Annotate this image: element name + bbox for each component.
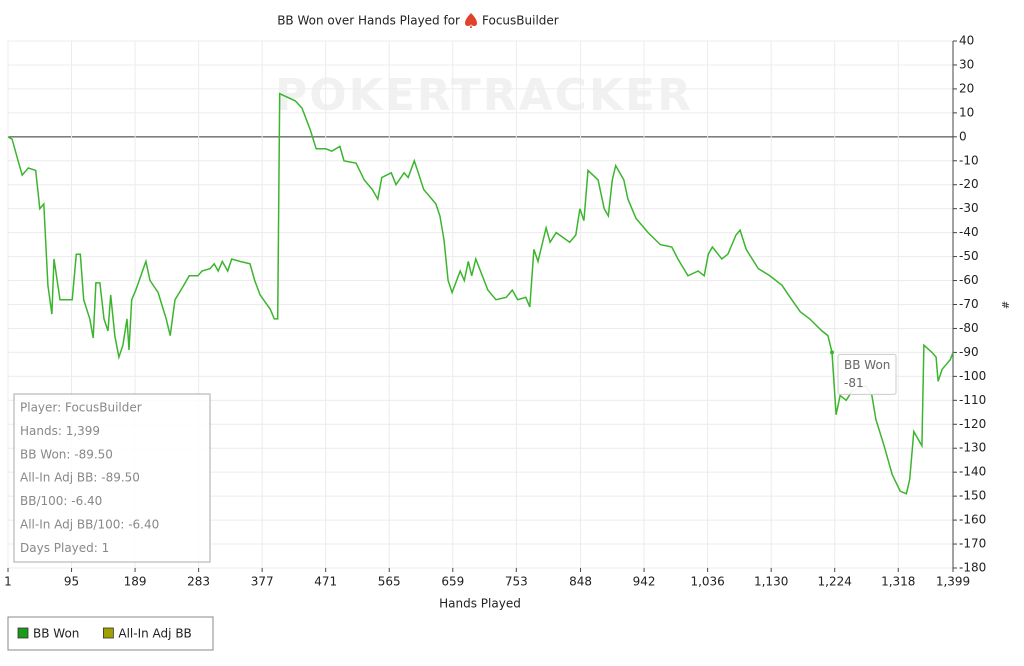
x-tick-label: 1,036: [690, 575, 724, 589]
y-tick-label: -30: [959, 201, 979, 215]
info-line: BB/100: -6.40: [20, 494, 102, 508]
y-tick-label: -130: [959, 441, 986, 455]
grid: 40 30 20 10 0 -10 -20 -30 -40 -50 -60 -70 -80 -90 -100…: [4, 34, 986, 589]
info-line: All-In Adj BB: -89.50: [20, 471, 140, 485]
y-tick-label: -170: [959, 537, 986, 551]
x-tick-label: 189: [124, 575, 147, 589]
y-tick-label: -90: [959, 345, 979, 359]
legend-label: All-In Adj BB: [118, 627, 191, 641]
y-tick-label: 20: [959, 81, 974, 95]
y-tick-label: -70: [959, 297, 979, 311]
tooltip-label: BB Won: [844, 358, 890, 372]
y-tick-label: -110: [959, 393, 986, 407]
legend-swatch: [17, 627, 29, 639]
x-axis-label: Hands Played: [439, 597, 521, 611]
x-tick-label: 377: [251, 575, 274, 589]
y-tick-label: -150: [959, 489, 986, 503]
chart-title-player: FocusBuilder: [482, 14, 559, 28]
y-tick-label: -80: [959, 321, 979, 335]
y-tick-label: -20: [959, 177, 979, 191]
y-tick-label: -180: [959, 561, 986, 575]
x-tick-label: 471: [314, 575, 337, 589]
legend-label: BB Won: [33, 627, 79, 641]
tooltip-value: -81: [844, 376, 864, 390]
y-tick-label: 40: [959, 34, 974, 48]
x-tick-label: 1,130: [754, 575, 788, 589]
y-tick-label: -50: [959, 249, 979, 263]
y-tick-label: -10: [959, 153, 979, 167]
y-tick-label: -120: [959, 417, 986, 431]
info-frame: [13, 393, 211, 563]
chart-title: BB Won over Hands Played for: [277, 14, 460, 28]
x-tick-label: 659: [441, 575, 464, 589]
y-tick-label: -100: [959, 369, 986, 383]
info-line: Days Played: 1: [20, 541, 109, 555]
x-tick-label: 753: [505, 575, 528, 589]
y-tick-label: 0: [959, 129, 967, 143]
title-icon: [465, 13, 477, 28]
tooltip-point: [830, 350, 835, 355]
legend: BB Won All-In Adj BB: [7, 616, 214, 651]
info-line: BB Won: -89.50: [20, 447, 113, 461]
x-tick-label: 942: [633, 575, 656, 589]
overlay: BB Won -81: [830, 350, 897, 395]
legend-swatch: [102, 627, 114, 639]
y-axis-label: #: [999, 301, 1010, 309]
x-tick-label: 1: [4, 575, 12, 589]
info-line: Player: FocusBuilder: [20, 401, 142, 415]
x-tick-label: 1,399: [936, 575, 970, 589]
info-box: Player: FocusBuilder Hands: 1,399 BB Won: …: [13, 393, 211, 563]
y-tick-label: -140: [959, 465, 986, 479]
y-tick-label: -60: [959, 273, 979, 287]
plot: [7, 92, 954, 495]
info-line: All-In Adj BB/100: -6.40: [20, 518, 159, 532]
y-tick-label: -160: [959, 513, 986, 527]
info-line: Hands: 1,399: [20, 424, 100, 438]
x-tick-label: 1,318: [881, 575, 915, 589]
x-tick-label: 283: [187, 575, 210, 589]
x-tick-label: 848: [569, 575, 592, 589]
y-tick-label: 30: [959, 57, 974, 71]
y-tick-label: -40: [959, 225, 979, 239]
y-tick-label: 10: [959, 105, 974, 119]
x-tick-label: 565: [378, 575, 401, 589]
x-tick-label: 1,224: [818, 575, 852, 589]
x-tick-label: 95: [64, 575, 79, 589]
series-line: [7, 92, 954, 495]
tooltip-box: [837, 353, 897, 395]
